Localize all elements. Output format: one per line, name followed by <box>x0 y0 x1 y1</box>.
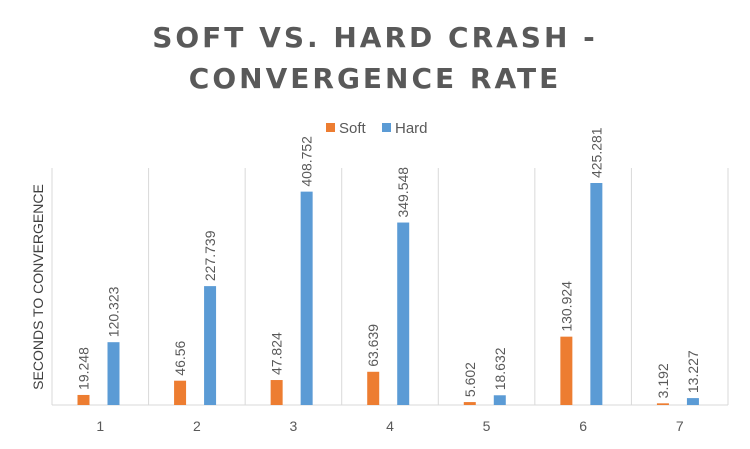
data-label-soft-6: 130.924 <box>558 281 574 332</box>
x-tick-label: 5 <box>483 418 491 434</box>
chart-title-line-2: CONVERGENCE RATE <box>189 62 561 95</box>
bar-hard-5 <box>493 395 506 405</box>
bar-hard-2 <box>204 286 217 405</box>
legend-swatch-soft <box>326 123 335 132</box>
bar-soft-1 <box>77 394 90 405</box>
bar-soft-5 <box>463 402 476 405</box>
x-tick-label: 4 <box>386 418 394 434</box>
legend-swatch-hard <box>382 123 391 132</box>
legend: Soft Hard <box>326 120 428 137</box>
y-axis-label: SECONDS TO CONVERGENCE <box>30 184 46 390</box>
bar-hard-1 <box>107 342 120 405</box>
x-tick-label: 2 <box>193 418 201 434</box>
legend-label-hard: Hard <box>395 120 428 137</box>
data-label-hard-7: 13.227 <box>685 350 701 393</box>
chart-title-line-1: SOFT VS. HARD CRASH - <box>152 21 598 54</box>
data-label-soft-4: 63.639 <box>365 324 381 367</box>
data-label-hard-4: 349.548 <box>395 167 411 218</box>
bar-soft-7 <box>656 403 669 405</box>
data-label-soft-5: 5.602 <box>462 362 478 397</box>
bar-soft-3 <box>270 380 283 405</box>
data-label-hard-3: 408.752 <box>299 136 315 187</box>
x-tick-label: 3 <box>290 418 298 434</box>
legend-label-soft: Soft <box>339 120 367 137</box>
x-tick-label: 7 <box>676 418 684 434</box>
bar-hard-6 <box>590 183 603 405</box>
data-label-soft-1: 19.248 <box>76 347 92 390</box>
bar-soft-6 <box>560 336 573 405</box>
data-label-hard-1: 120.323 <box>106 286 122 337</box>
plot-area: 1 19.248 120.323 2 46.56 227.739 3 47.824 408.75… <box>51 127 729 434</box>
data-label-soft-2: 46.56 <box>172 340 188 375</box>
data-label-hard-6: 425.281 <box>588 127 604 178</box>
data-label-soft-7: 3.192 <box>655 363 671 398</box>
data-label-soft-3: 47.824 <box>269 332 285 375</box>
bar-hard-7 <box>686 398 699 405</box>
bar-soft-2 <box>174 380 187 405</box>
x-tick-label: 1 <box>96 418 104 434</box>
bar-hard-3 <box>300 191 313 405</box>
data-label-hard-2: 227.739 <box>202 230 218 281</box>
bar-hard-4 <box>397 222 410 405</box>
bar-soft-4 <box>367 371 380 405</box>
x-tick-label: 6 <box>579 418 587 434</box>
data-label-hard-5: 18.632 <box>492 347 508 390</box>
